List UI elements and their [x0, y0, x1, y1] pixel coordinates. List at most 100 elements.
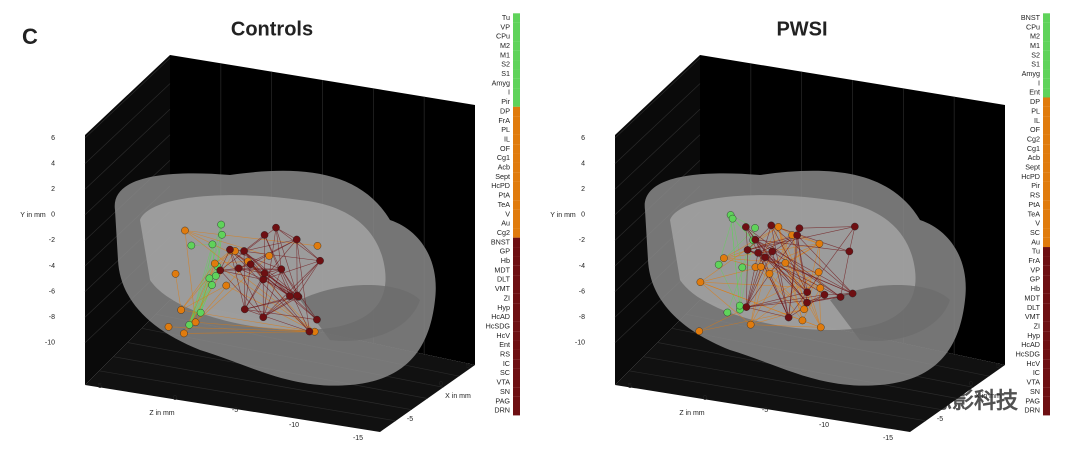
network-edge [732, 218, 754, 241]
network-edge [746, 306, 789, 318]
network-edge [243, 250, 310, 332]
network-edge [214, 263, 315, 332]
z-axis-label: Z in mm [149, 410, 174, 417]
x-tick-label: 0 [969, 381, 973, 388]
legend-swatch [513, 106, 520, 117]
network-node [814, 268, 823, 276]
network-node [793, 231, 801, 239]
y-tick-label: -2 [49, 237, 55, 244]
network-edge [180, 263, 216, 311]
network-node [226, 245, 234, 254]
network-node [180, 329, 188, 338]
network-node [767, 221, 776, 230]
network-node [292, 235, 301, 244]
network-edge [238, 268, 264, 280]
y-tick-label: 0 [581, 212, 585, 219]
legend-swatch [1043, 359, 1050, 369]
network-edge [275, 227, 321, 261]
legend-swatch [1043, 331, 1050, 341]
legend-label: HcAD [491, 312, 510, 321]
legend-label: RS [500, 350, 510, 359]
network-edge [296, 239, 310, 332]
legend-swatch [513, 256, 520, 266]
legend-swatch [513, 78, 520, 89]
legend-label: GP [1030, 275, 1041, 284]
network-node [205, 274, 214, 283]
network-edge [220, 268, 282, 271]
network-edge [700, 281, 751, 325]
network-node [222, 281, 231, 290]
legend-label: Cg2 [497, 228, 510, 237]
network-node [738, 263, 747, 272]
network-edge [168, 326, 315, 332]
network-edge [243, 250, 298, 296]
network-edge [189, 224, 222, 325]
network-edge [195, 321, 315, 332]
network-node [696, 278, 705, 286]
y-tick [84, 83, 171, 164]
legend-swatch [1043, 349, 1050, 360]
y-axis-label: Y in mm [20, 212, 46, 219]
network-node [259, 313, 268, 322]
y-tick [614, 83, 701, 164]
legend-label: CPu [1026, 22, 1040, 31]
network-node [208, 240, 217, 249]
z-axis-label: Z in mm [679, 410, 704, 417]
panel-title: Controls [231, 18, 313, 40]
network-node [816, 284, 825, 292]
box-grid [629, 370, 926, 422]
legend-swatch [1043, 340, 1050, 350]
network-node [714, 260, 723, 269]
network-edge [275, 227, 297, 240]
legend-swatch [1043, 144, 1050, 154]
network-edge [183, 331, 315, 334]
legend-label: IC [1033, 368, 1040, 377]
legend-swatch [513, 162, 520, 173]
legend-label: TeA [498, 200, 511, 209]
legend-label: VMT [495, 284, 511, 293]
legend-swatch [1043, 60, 1050, 70]
legend-swatch [513, 387, 520, 397]
legend-swatch [513, 265, 520, 276]
legend-label: Tu [1032, 247, 1040, 256]
y-tick-label: -4 [579, 263, 585, 270]
panel-label: C [22, 24, 38, 49]
legend-swatch [1043, 13, 1050, 23]
network-edge [700, 266, 762, 283]
network-node [820, 290, 829, 299]
legend-label: Cg1 [1027, 144, 1040, 153]
legend-swatch [1043, 153, 1050, 163]
legend-label: M1 [1030, 41, 1040, 50]
network-edge [799, 226, 855, 229]
y-tick [84, 108, 171, 190]
legend-swatch [1043, 50, 1050, 61]
legend-label: I [508, 88, 510, 97]
legend-label: DLT [497, 275, 511, 284]
network-edge [700, 281, 821, 289]
network-node [746, 320, 755, 329]
legend-swatch [1043, 97, 1050, 107]
legend-swatch [513, 275, 520, 285]
network-node [751, 235, 760, 244]
network-edge [755, 226, 779, 268]
legend-swatch [1043, 293, 1050, 304]
legend-swatch [1043, 88, 1050, 98]
network-edge [772, 251, 841, 298]
legend-label: HcPD [491, 181, 510, 190]
legend-swatch [513, 219, 520, 229]
network-node [212, 272, 220, 280]
network-edge [289, 260, 321, 297]
legend-label: SC [1030, 228, 1040, 237]
legend-swatch [513, 181, 520, 191]
legend-swatch [1043, 265, 1050, 276]
network-edge [263, 295, 291, 318]
legend-label: M2 [1030, 32, 1040, 41]
brain-hippo [300, 285, 420, 341]
y-tick [84, 57, 171, 139]
legend-label: S1 [501, 69, 510, 78]
box-grid [643, 356, 942, 411]
legend-swatch [1043, 247, 1050, 257]
z-tick-label: 0 [703, 395, 707, 402]
legend-swatch [1043, 78, 1050, 89]
